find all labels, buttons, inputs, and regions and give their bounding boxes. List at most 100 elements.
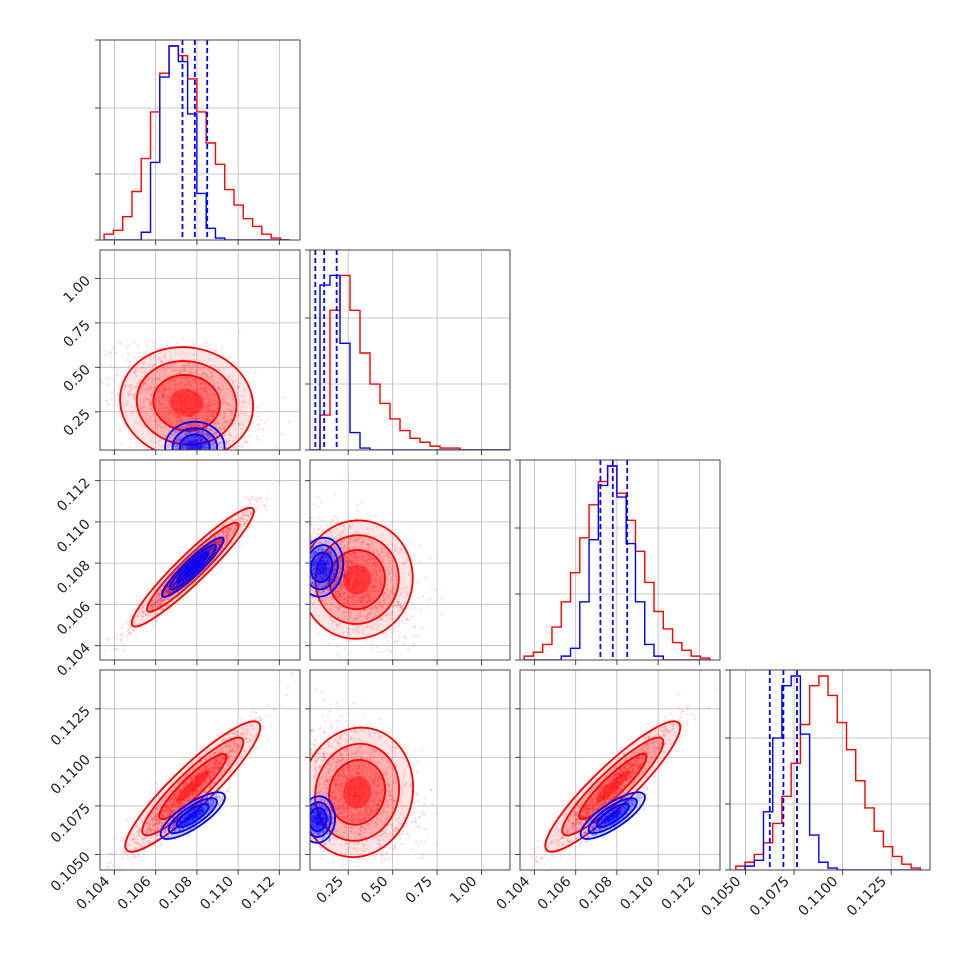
scatter-point [159,603,162,607]
scatter-point [199,443,203,446]
scatter-point [218,422,221,425]
scatter-point [168,350,172,353]
scatter-point [201,465,203,467]
scatter-point [240,512,244,515]
scatter-point [210,451,212,453]
scatter-point [193,438,196,442]
scatter-point [183,442,186,445]
scatter-point [179,397,183,401]
scatter-point [234,524,237,527]
scatter-point [186,394,189,397]
scatter-point [187,396,190,399]
scatter-point [141,614,145,618]
scatter-point [156,423,159,426]
scatter-point [196,445,200,448]
scatter-point [186,425,189,429]
scatter-point [278,479,281,482]
scatter-point [170,406,174,410]
scatter-point [186,441,189,444]
scatter-point [148,386,151,390]
scatter-point [185,466,187,468]
scatter-point [125,415,128,419]
scatter-point [192,436,196,439]
scatter-point [179,395,182,398]
scatter-point [184,572,188,576]
scatter-point [231,393,234,396]
scatter-point [191,438,194,442]
scatter-point [179,396,183,400]
scatter-point [129,626,132,629]
scatter-point [166,405,169,408]
scatter-point [235,391,238,394]
scatter-point [180,452,182,454]
scatter-point [200,440,203,443]
scatter-point [143,613,146,616]
scatter-point [193,401,196,404]
scatter-point [189,431,192,434]
panel-frame [99,39,301,241]
scatter-point [181,445,184,449]
scatter-point [194,442,197,445]
scatter-point [186,447,190,450]
scatter-point [225,420,228,423]
scatter-point [214,349,217,353]
scatter-point [217,534,220,538]
scatter-point [192,439,196,442]
scatter-point [209,371,212,375]
scatter-point [211,442,215,445]
scatter-point [200,413,204,416]
scatter-point [201,372,205,375]
scatter-point [132,396,135,399]
scatter-point [220,452,222,454]
scatter-point [126,394,130,398]
scatter-point [174,390,178,393]
scatter-point [195,404,199,407]
scatter-point [184,439,187,442]
scatter-point [287,420,291,424]
scatter-point [203,451,205,453]
scatter-point [182,431,185,434]
scatter-point [216,464,218,466]
scatter-point [158,389,161,392]
scatter-point [189,372,192,375]
scatter-point [195,431,198,435]
scatter-point [157,423,160,427]
scatter-point [196,439,199,442]
y-tick-label: 0.25 [60,406,93,439]
scatter-point [191,418,194,421]
scatter-point [162,391,165,394]
scatter-point [180,467,182,469]
scatter-point [201,373,204,377]
scatter-point [152,332,155,335]
scatter-point [180,404,184,407]
scatter-point [187,407,190,411]
scatter-point [199,452,201,454]
scatter-point [216,544,219,547]
scatter-point [208,451,210,453]
scatter-point [187,383,191,387]
scatter-point [189,569,193,573]
scatter-point [175,438,179,442]
scatter-point [125,413,128,417]
scatter-point [186,383,189,386]
scatter-point [176,369,179,372]
scatter-point [174,470,176,472]
scatter-point [225,455,227,457]
scatter-point [151,599,155,602]
scatter-point [168,591,172,594]
scatter-point [207,433,211,437]
scatter-point [171,411,175,415]
scatter-point [162,598,165,601]
scatter-point [209,403,212,407]
scatter-point [174,457,176,459]
scatter-point [178,396,181,400]
scatter-point [151,607,154,611]
scatter-point [206,415,209,419]
scatter-point [202,424,206,427]
scatter-point [234,527,238,531]
scatter-point [193,443,196,446]
scatter-point [254,497,257,501]
scatter-point [204,440,207,443]
scatter-point [251,496,255,500]
scatter-point [149,358,153,361]
